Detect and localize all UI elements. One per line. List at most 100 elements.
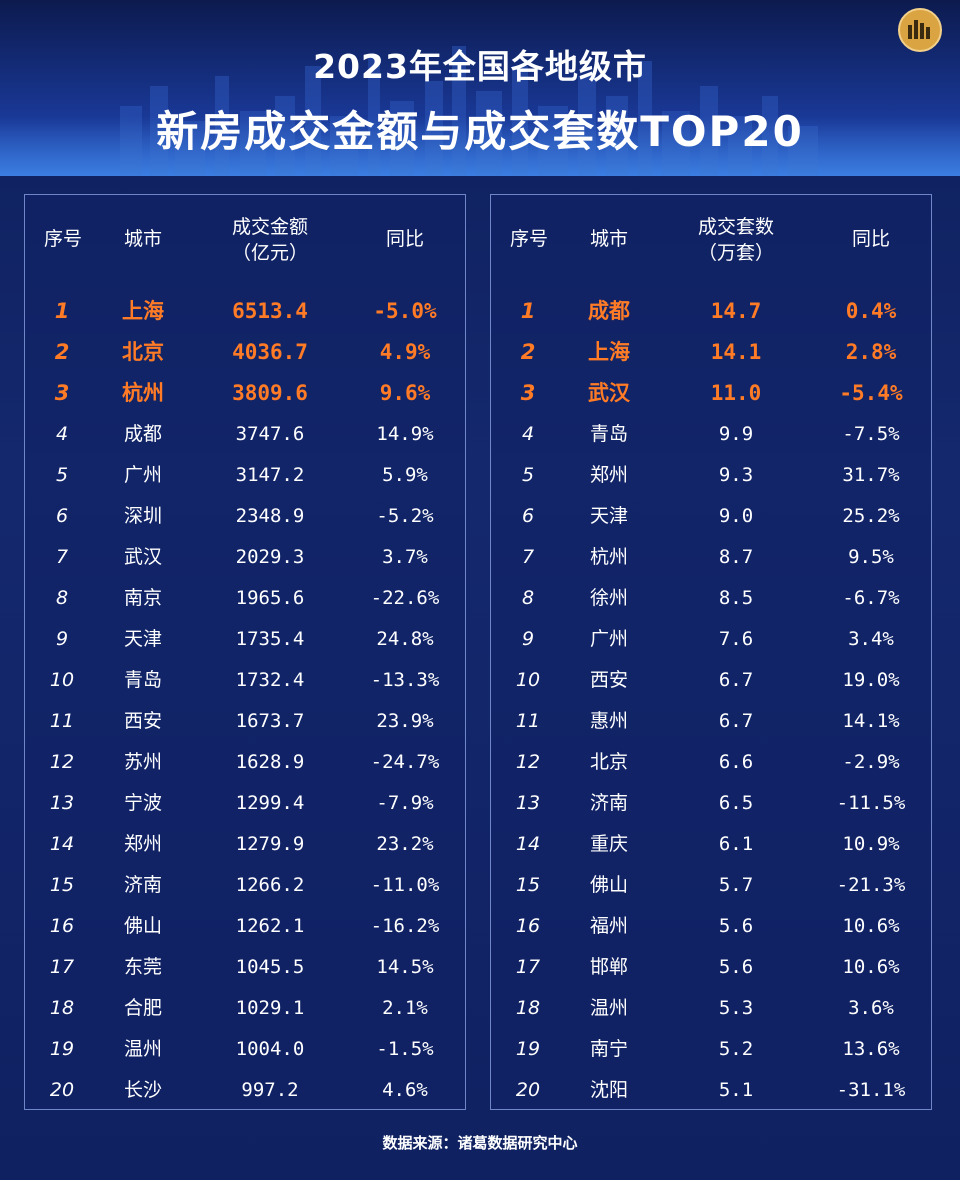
value-cell: 1735.4 [235, 628, 305, 650]
value-cell: 9.0 [718, 505, 754, 527]
table-row: 15 佛山 5.7 -21.3% [491, 865, 931, 906]
header-city: 城市 [589, 228, 628, 250]
yoy-cell: 2.1% [382, 997, 428, 1019]
table-row: 6 天津 9.0 25.2% [491, 496, 931, 537]
city-cell: 成都 [588, 299, 630, 323]
rank-cell: 18 [49, 997, 75, 1019]
rank-cell: 5 [55, 464, 69, 486]
transaction-amount-table: 序号 城市 成交金额 （亿元） 同比 1 上海 6513.4 -5.0% 2 北京 4036… [24, 194, 466, 1110]
yoy-cell: 2.8% [845, 340, 897, 364]
city-cell: 西安 [123, 710, 162, 732]
yoy-cell: 9.5% [848, 546, 894, 568]
value-cell: 6.6 [718, 751, 754, 773]
table-row: 4 青岛 9.9 -7.5% [491, 414, 931, 455]
table-row: 15 济南 1266.2 -11.0% [25, 865, 465, 906]
header-rank: 序号 [43, 228, 82, 250]
table-row: 7 杭州 8.7 9.5% [491, 537, 931, 578]
value-cell: 6.1 [718, 833, 754, 855]
header-rank: 序号 [509, 228, 548, 250]
table-header: 序号 城市 成交金额 （亿元） 同比 [25, 213, 465, 283]
yoy-cell: -11.0% [370, 874, 440, 896]
value-cell: 3809.6 [232, 381, 308, 405]
yoy-cell: 5.9% [382, 464, 428, 486]
city-cell: 武汉 [588, 381, 630, 405]
city-cell: 福州 [589, 915, 628, 937]
value-cell: 5.1 [718, 1079, 754, 1101]
rank-cell: 6 [55, 505, 69, 527]
city-cell: 济南 [123, 874, 162, 896]
value-cell: 5.3 [718, 997, 754, 1019]
rank-cell: 4 [521, 423, 535, 445]
yoy-cell: 10.6% [842, 956, 900, 978]
table-row: 6 深圳 2348.9 -5.2% [25, 496, 465, 537]
value-cell: 1004.0 [235, 1038, 305, 1060]
rank-cell: 16 [515, 915, 541, 937]
rank-cell: 3 [54, 381, 70, 405]
yoy-cell: 24.8% [376, 628, 434, 650]
logo-icon [898, 8, 942, 52]
table-row: 12 苏州 1628.9 -24.7% [25, 742, 465, 783]
title-line-1: 2023年全国各地级市 [313, 47, 647, 86]
rank-cell: 20 [49, 1079, 75, 1101]
city-skyline-illustration [120, 46, 818, 176]
value-cell: 11.0 [710, 381, 762, 405]
city-cell: 惠州 [589, 710, 628, 732]
value-cell: 4036.7 [232, 340, 308, 364]
city-cell: 温州 [123, 1038, 162, 1060]
city-cell: 天津 [589, 505, 628, 527]
table-row: 14 郑州 1279.9 23.2% [25, 824, 465, 865]
value-cell: 9.3 [718, 464, 754, 486]
rank-cell: 18 [515, 997, 541, 1019]
city-cell: 宁波 [123, 792, 162, 814]
rank-cell: 4 [55, 423, 69, 445]
table-row: 16 福州 5.6 10.6% [491, 906, 931, 947]
transaction-units-table: 序号 城市 成交套数 （万套） 同比 1 成都 14.7 0.4% 2 上海 14.1 2.8… [490, 194, 932, 1110]
value-cell: 1279.9 [235, 833, 305, 855]
table-row: 14 重庆 6.1 10.9% [491, 824, 931, 865]
header-yoy: 同比 [851, 228, 890, 250]
city-cell: 东莞 [123, 956, 162, 978]
header-amount: 成交金额 [231, 216, 308, 238]
value-cell: 6.7 [718, 710, 754, 732]
rank-cell: 12 [49, 751, 75, 773]
yoy-cell: 23.2% [376, 833, 434, 855]
yoy-cell: -24.7% [370, 751, 440, 773]
city-cell: 广州 [123, 464, 162, 486]
rank-cell: 12 [515, 751, 541, 773]
rank-cell: 2 [54, 340, 70, 364]
table-row: 3 杭州 3809.6 9.6% [25, 373, 465, 414]
city-cell: 北京 [122, 340, 164, 364]
value-cell: 5.2 [718, 1038, 754, 1060]
value-cell: 2029.3 [235, 546, 305, 568]
city-cell: 天津 [123, 628, 162, 650]
value-cell: 9.9 [718, 423, 754, 445]
rank-cell: 2 [520, 340, 536, 364]
table-row: 8 南京 1965.6 -22.6% [25, 578, 465, 619]
value-cell: 6513.4 [232, 299, 308, 323]
yoy-cell: 19.0% [842, 669, 900, 691]
yoy-cell: -21.3% [836, 874, 906, 896]
city-cell: 郑州 [589, 464, 628, 486]
table-row: 11 西安 1673.7 23.9% [25, 701, 465, 742]
value-cell: 3747.6 [235, 423, 305, 445]
header-units-unit: （万套） [697, 242, 774, 264]
city-cell: 上海 [588, 340, 630, 364]
yoy-cell: 14.1% [842, 710, 900, 732]
table-row: 10 西安 6.7 19.0% [491, 660, 931, 701]
table-row: 5 广州 3147.2 5.9% [25, 455, 465, 496]
table-row: 1 上海 6513.4 -5.0% [25, 291, 465, 332]
city-cell: 济南 [589, 792, 628, 814]
rank-cell: 19 [515, 1038, 541, 1060]
table-row: 20 长沙 997.2 4.6% [25, 1070, 465, 1111]
value-cell: 8.7 [718, 546, 754, 568]
value-cell: 1673.7 [235, 710, 305, 732]
value-cell: 1732.4 [235, 669, 305, 691]
yoy-cell: 4.9% [379, 340, 431, 364]
rank-cell: 17 [49, 956, 75, 978]
yoy-cell: 23.9% [376, 710, 434, 732]
city-cell: 长沙 [123, 1079, 162, 1101]
value-cell: 2348.9 [235, 505, 305, 527]
city-cell: 温州 [589, 997, 628, 1019]
table-row: 13 济南 6.5 -11.5% [491, 783, 931, 824]
yoy-cell: 3.4% [848, 628, 894, 650]
